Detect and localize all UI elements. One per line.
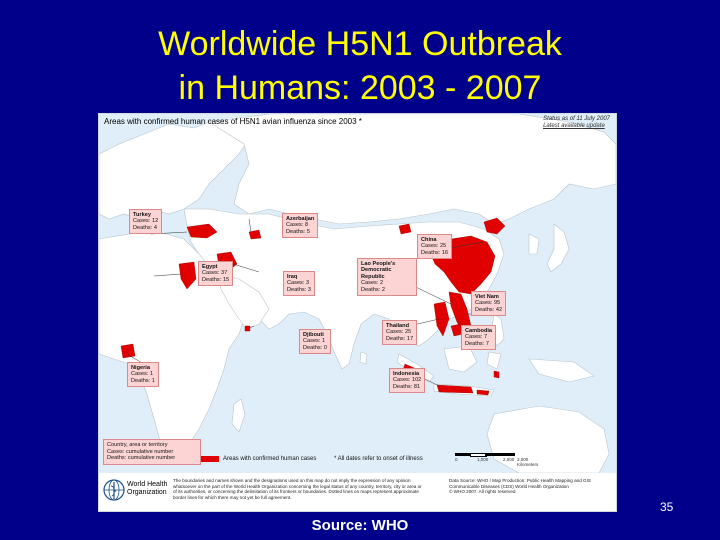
- credit-line-1: Data Source: WHO / Map Production: Publi…: [449, 478, 591, 483]
- who-name: World Health Organization: [127, 481, 167, 497]
- callout-deaths: Deaths: 17: [386, 335, 414, 342]
- map-footer: World Health Organization The boundaries…: [99, 473, 616, 511]
- callout-deaths: Deaths: 0: [303, 344, 327, 351]
- callout-thailand: Thailand Cases: 25 Deaths: 17: [382, 320, 418, 346]
- scale-bar: 0 1,000 2,000 3,000 Kilometers: [455, 453, 545, 467]
- callout-cases: Cases: 8: [286, 222, 309, 229]
- legend-swatch: [201, 456, 219, 462]
- callout-name: Iraq: [287, 274, 298, 280]
- callout-cases: Cases: 1: [131, 371, 154, 378]
- callout-cases: Cases: 12: [133, 218, 159, 225]
- scale-label: 1,000: [477, 457, 489, 462]
- slide-title: Worldwide H5N1 Outbreak in Humans: 2003 …: [0, 22, 720, 110]
- callout-deaths: Deaths: 15: [202, 276, 230, 283]
- callout-china: China Cases: 25 Deaths: 16: [417, 234, 453, 260]
- callout-iraq: Iraq Cases: 3 Deaths: 3: [283, 271, 315, 297]
- scale-label: 2,000: [503, 457, 515, 462]
- callout-deaths: Deaths: 7: [465, 340, 489, 347]
- outbreak-map: Areas with confirmed human cases of H5N1…: [98, 113, 617, 512]
- callout-cambodia: Cambodia Cases: 7 Deaths: 7: [461, 325, 497, 351]
- callout-deaths: Deaths: 5: [286, 228, 310, 235]
- scale-label: 3,000 Kilometers: [517, 457, 539, 467]
- callout-vietnam: Viet Nam Cases: 95 Deaths: 42: [471, 291, 507, 317]
- callout-turkey: Turkey Cases: 12 Deaths: 4: [129, 209, 163, 235]
- legend-note: * All dates refer to onset of illness: [334, 456, 423, 462]
- callout-name: Lao People's Democratic Republic: [361, 261, 396, 280]
- callout-djibouti: Djibouti Cases: 1 Deaths: 0: [299, 329, 331, 355]
- org-line-2: Organization: [127, 489, 167, 496]
- who-logo-icon: [103, 479, 125, 501]
- org-line-1: World Health: [127, 481, 168, 488]
- callout-cases: Cases: 1: [303, 338, 326, 345]
- callout-name: Azerbaijan: [286, 216, 315, 222]
- title-line-1: Worldwide H5N1 Outbreak: [158, 25, 562, 63]
- callout-laos: Lao People's Democratic Republic Cases: …: [357, 258, 417, 297]
- callout-indonesia: Indonesia Cases: 102 Deaths: 81: [389, 368, 426, 394]
- callout-name: Viet Nam: [475, 294, 499, 300]
- callout-name: Djibouti: [303, 332, 324, 338]
- source-label: Source: WHO: [311, 517, 409, 534]
- callout-deaths: Deaths: 4: [133, 224, 157, 231]
- world-map-graphic: [99, 114, 616, 473]
- credit-line-3: © WHO 2007. All rights reserved: [449, 489, 516, 495]
- callout-cases: Cases: 37: [202, 270, 228, 277]
- callout-nigeria: Nigeria Cases: 1 Deaths: 1: [127, 362, 159, 388]
- scale-label: 0: [455, 457, 458, 462]
- status-date: Status as of 11 July 2007: [543, 116, 610, 122]
- callout-deaths: Deaths: 3: [287, 286, 311, 293]
- callout-name: Egypt: [202, 264, 218, 270]
- map-header: Areas with confirmed human cases of H5N1…: [104, 117, 362, 126]
- callout-cases: Cases: 25: [421, 243, 447, 250]
- callout-cases: Cases: 102: [393, 377, 422, 384]
- callout-name: Turkey: [133, 212, 151, 218]
- callout-deaths: Deaths: 2: [361, 286, 385, 293]
- callout-cases: Cases: 25: [386, 329, 412, 336]
- callout-deaths: Deaths: 16: [421, 249, 449, 256]
- page-number: 35: [660, 500, 674, 514]
- callout-name: Thailand: [386, 323, 409, 329]
- callout-cases: Cases: 3: [287, 280, 310, 287]
- callout-deaths: Deaths: 42: [475, 306, 503, 313]
- callout-deaths: Deaths: 1: [131, 377, 155, 384]
- legend-line-1: Country, area or territory: [107, 442, 168, 448]
- legend-line-3: Deaths: cumulative number: [107, 455, 176, 462]
- legend-swatch-label: Areas with confirmed human cases: [223, 456, 317, 462]
- credit-line-2: Communicable Diseases (CDS) World Health…: [449, 483, 569, 489]
- callout-cases: Cases: 95: [475, 300, 501, 307]
- legend-box: Country, area or territory Cases: cumula…: [103, 439, 201, 465]
- callout-cases: Cases: 2: [361, 280, 384, 287]
- legend-line-2: Cases: cumulative number: [107, 448, 174, 455]
- map-disclaimer: The boundaries and names shown and the d…: [173, 478, 422, 500]
- map-status: Status as of 11 July 2007 Latest availab…: [543, 116, 610, 130]
- callout-cases: Cases: 7: [465, 334, 488, 341]
- callout-deaths: Deaths: 81: [393, 383, 421, 390]
- callout-azerbaijan: Azerbaijan Cases: 8 Deaths: 5: [282, 213, 319, 239]
- callout-name: Cambodia: [465, 328, 493, 334]
- callout-name: China: [421, 237, 437, 243]
- callout-name: Nigeria: [131, 365, 150, 371]
- callout-name: Indonesia: [393, 371, 420, 377]
- latest-update-link[interactable]: Latest available update: [543, 123, 605, 129]
- map-credits: Data Source: WHO / Map Production: Publi…: [449, 478, 614, 495]
- legend-key: Areas with confirmed human cases: [201, 456, 316, 462]
- callout-egypt: Egypt Cases: 37 Deaths: 15: [198, 261, 234, 287]
- title-line-2: in Humans: 2003 - 2007: [178, 69, 542, 107]
